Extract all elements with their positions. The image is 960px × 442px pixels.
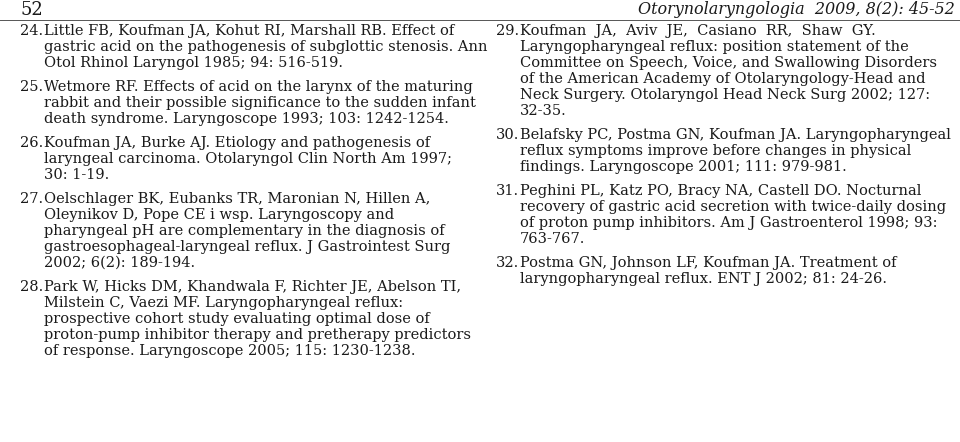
Text: Little FB, Koufman JA, Kohut RI, Marshall RB. Effect of: Little FB, Koufman JA, Kohut RI, Marshal… xyxy=(44,24,454,38)
Text: Otorynolaryngologia  2009, 8(2): 45-52: Otorynolaryngologia 2009, 8(2): 45-52 xyxy=(638,1,955,19)
Text: of response. Laryngoscope 2005; 115: 1230-1238.: of response. Laryngoscope 2005; 115: 123… xyxy=(44,344,416,358)
Text: gastroesophageal-laryngeal reflux. J Gastrointest Surg: gastroesophageal-laryngeal reflux. J Gas… xyxy=(44,240,450,254)
Text: Peghini PL, Katz PO, Bracy NA, Castell DO. Nocturnal: Peghini PL, Katz PO, Bracy NA, Castell D… xyxy=(520,184,922,198)
Text: proton-pump inhibitor therapy and pretherapy predictors: proton-pump inhibitor therapy and prethe… xyxy=(44,328,471,342)
Text: of proton pump inhibitors. Am J Gastroenterol 1998; 93:: of proton pump inhibitors. Am J Gastroen… xyxy=(520,216,938,230)
Text: gastric acid on the pathogenesis of subglottic stenosis. Ann: gastric acid on the pathogenesis of subg… xyxy=(44,40,488,54)
Text: Laryngopharyngeal reflux: position statement of the: Laryngopharyngeal reflux: position state… xyxy=(520,40,909,54)
Text: 763-767.: 763-767. xyxy=(520,232,586,246)
Text: 27.: 27. xyxy=(20,192,43,206)
Text: of the American Academy of Otolaryngology-Head and: of the American Academy of Otolaryngolog… xyxy=(520,72,925,86)
Text: Committee on Speech, Voice, and Swallowing Disorders: Committee on Speech, Voice, and Swallowi… xyxy=(520,56,937,70)
Text: laryngeal carcinoma. Otolaryngol Clin North Am 1997;: laryngeal carcinoma. Otolaryngol Clin No… xyxy=(44,152,452,166)
Text: Koufman  JA,  Aviv  JE,  Casiano  RR,  Shaw  GY.: Koufman JA, Aviv JE, Casiano RR, Shaw GY… xyxy=(520,24,876,38)
Text: Park W, Hicks DM, Khandwala F, Richter JE, Abelson TI,: Park W, Hicks DM, Khandwala F, Richter J… xyxy=(44,280,461,294)
Text: 31.: 31. xyxy=(496,184,519,198)
Text: reflux symptoms improve before changes in physical: reflux symptoms improve before changes i… xyxy=(520,144,911,158)
Text: 32-35.: 32-35. xyxy=(520,104,566,118)
Text: recovery of gastric acid secretion with twice-daily dosing: recovery of gastric acid secretion with … xyxy=(520,200,947,214)
Text: 26.: 26. xyxy=(20,136,43,150)
Text: Otol Rhinol Laryngol 1985; 94: 516-519.: Otol Rhinol Laryngol 1985; 94: 516-519. xyxy=(44,56,343,70)
Text: 30.: 30. xyxy=(496,128,519,142)
Text: Belafsky PC, Postma GN, Koufman JA. Laryngopharyngeal: Belafsky PC, Postma GN, Koufman JA. Lary… xyxy=(520,128,950,142)
Text: Postma GN, Johnson LF, Koufman JA. Treatment of: Postma GN, Johnson LF, Koufman JA. Treat… xyxy=(520,256,897,270)
Text: pharyngeal pH are complementary in the diagnosis of: pharyngeal pH are complementary in the d… xyxy=(44,224,444,238)
Text: Wetmore RF. Effects of acid on the larynx of the maturing: Wetmore RF. Effects of acid on the laryn… xyxy=(44,80,472,94)
Text: prospective cohort study evaluating optimal dose of: prospective cohort study evaluating opti… xyxy=(44,312,430,326)
Text: Oleynikov D, Pope CE i wsp. Laryngoscopy and: Oleynikov D, Pope CE i wsp. Laryngoscopy… xyxy=(44,208,395,222)
Text: Koufman JA, Burke AJ. Etiology and pathogenesis of: Koufman JA, Burke AJ. Etiology and patho… xyxy=(44,136,430,150)
Text: findings. Laryngoscope 2001; 111: 979-981.: findings. Laryngoscope 2001; 111: 979-98… xyxy=(520,160,847,174)
Text: Oelschlager BK, Eubanks TR, Maronian N, Hillen A,: Oelschlager BK, Eubanks TR, Maronian N, … xyxy=(44,192,430,206)
Text: laryngopharyngeal reflux. ENT J 2002; 81: 24-26.: laryngopharyngeal reflux. ENT J 2002; 81… xyxy=(520,272,887,286)
Text: 52: 52 xyxy=(20,1,43,19)
Text: 32.: 32. xyxy=(496,256,519,270)
Text: rabbit and their possible significance to the sudden infant: rabbit and their possible significance t… xyxy=(44,96,476,110)
Text: Neck Surgery. Otolaryngol Head Neck Surg 2002; 127:: Neck Surgery. Otolaryngol Head Neck Surg… xyxy=(520,88,930,102)
Text: 25.: 25. xyxy=(20,80,43,94)
Text: 24.: 24. xyxy=(20,24,43,38)
Text: Milstein C, Vaezi MF. Laryngopharyngeal reflux:: Milstein C, Vaezi MF. Laryngopharyngeal … xyxy=(44,296,403,310)
Text: 30: 1-19.: 30: 1-19. xyxy=(44,168,109,182)
Text: death syndrome. Laryngoscope 1993; 103: 1242-1254.: death syndrome. Laryngoscope 1993; 103: … xyxy=(44,112,449,126)
Text: 29.: 29. xyxy=(496,24,519,38)
Text: 28.: 28. xyxy=(20,280,43,294)
Text: 2002; 6(2): 189-194.: 2002; 6(2): 189-194. xyxy=(44,256,195,270)
